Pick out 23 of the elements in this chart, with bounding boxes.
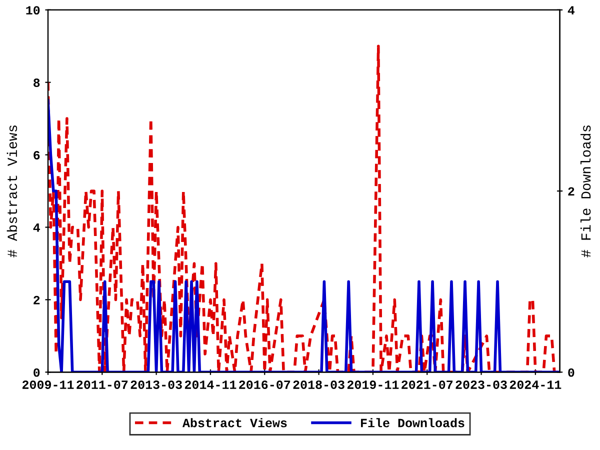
- y-axis-title: # Abstract Views: [6, 126, 18, 258]
- x-tick-label: 2021-07: [402, 380, 453, 389]
- legend-label: File Downloads: [361, 418, 464, 428]
- x-tick-label: 2013-03: [130, 380, 182, 389]
- y2-tick-label: 4: [568, 6, 575, 14]
- y-tick-label: 0: [34, 368, 40, 377]
- y-tick-label: 2: [34, 296, 40, 304]
- x-tick-label: 2016-07: [239, 380, 290, 389]
- y-tick-label: 6: [34, 150, 40, 160]
- y2-axis-title: # File Downloads: [580, 126, 591, 258]
- y2-tick-label: 0: [568, 368, 574, 377]
- x-tick-label: 2014-11: [184, 380, 236, 389]
- x-tick-label: 2011-07: [76, 380, 128, 389]
- y-tick-label: 4: [33, 224, 40, 232]
- x-tick-label: 2023-03: [456, 380, 507, 389]
- x-tick-label: 2019-11: [347, 380, 399, 389]
- y-tick-label: 8: [34, 78, 40, 87]
- legend-label: Abstract Views: [182, 418, 287, 428]
- x-tick-label: 2018-03: [293, 380, 344, 389]
- y2-tick-label: 2: [568, 187, 574, 196]
- y-tick-label: 10: [26, 6, 40, 15]
- x-tick-label: 2024-11: [510, 380, 562, 389]
- x-tick-label: 2009-11: [22, 380, 74, 389]
